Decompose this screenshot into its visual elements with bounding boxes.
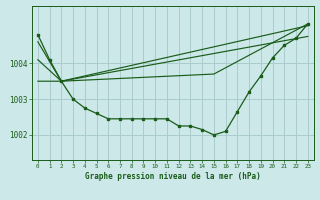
X-axis label: Graphe pression niveau de la mer (hPa): Graphe pression niveau de la mer (hPa) [85, 172, 261, 181]
